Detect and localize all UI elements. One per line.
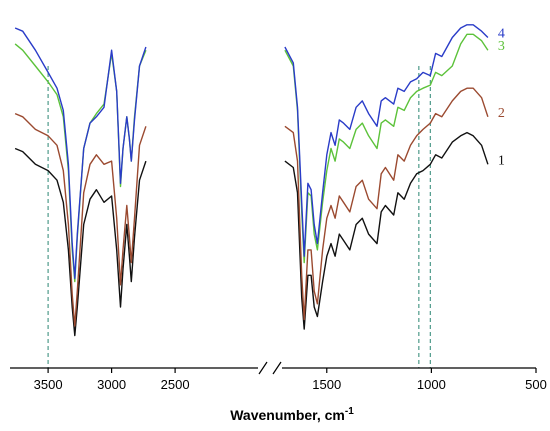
x-tick-label: 3500 (34, 377, 63, 392)
series-1-label: 1 (498, 153, 505, 168)
series-2-line-left (14, 112, 147, 327)
axis-break-mark (258, 361, 268, 375)
spectra-series (14, 24, 489, 337)
x-tick-label: 1000 (417, 377, 446, 392)
x-axis-title: Wavenumber, cm-1 (230, 406, 354, 423)
series-3-label: 3 (498, 39, 505, 54)
x-tick-label: 2500 (161, 377, 190, 392)
series-4-label: 4 (498, 27, 505, 42)
x-axis-title-text: Wavenumber, cm (230, 407, 345, 423)
series-4-line-right (284, 24, 489, 257)
axis-break-mark (272, 361, 282, 375)
reference-lines (47, 66, 431, 368)
series-4-line-left (14, 27, 147, 280)
series-2-label: 2 (498, 106, 505, 121)
series-2-line-right (284, 87, 489, 321)
series-labels: 1 2 34 (498, 27, 505, 169)
series-1-line-right (284, 131, 489, 330)
x-tick-label: 3000 (97, 377, 126, 392)
x-tick-label: 1500 (312, 377, 341, 392)
series-1-line-left (14, 147, 147, 337)
x-axis-title-superscript: -1 (345, 406, 354, 417)
x-tick-label: 500 (525, 377, 547, 392)
x-axis: 3500 3000 2500 1500 1000 500 (10, 361, 547, 392)
